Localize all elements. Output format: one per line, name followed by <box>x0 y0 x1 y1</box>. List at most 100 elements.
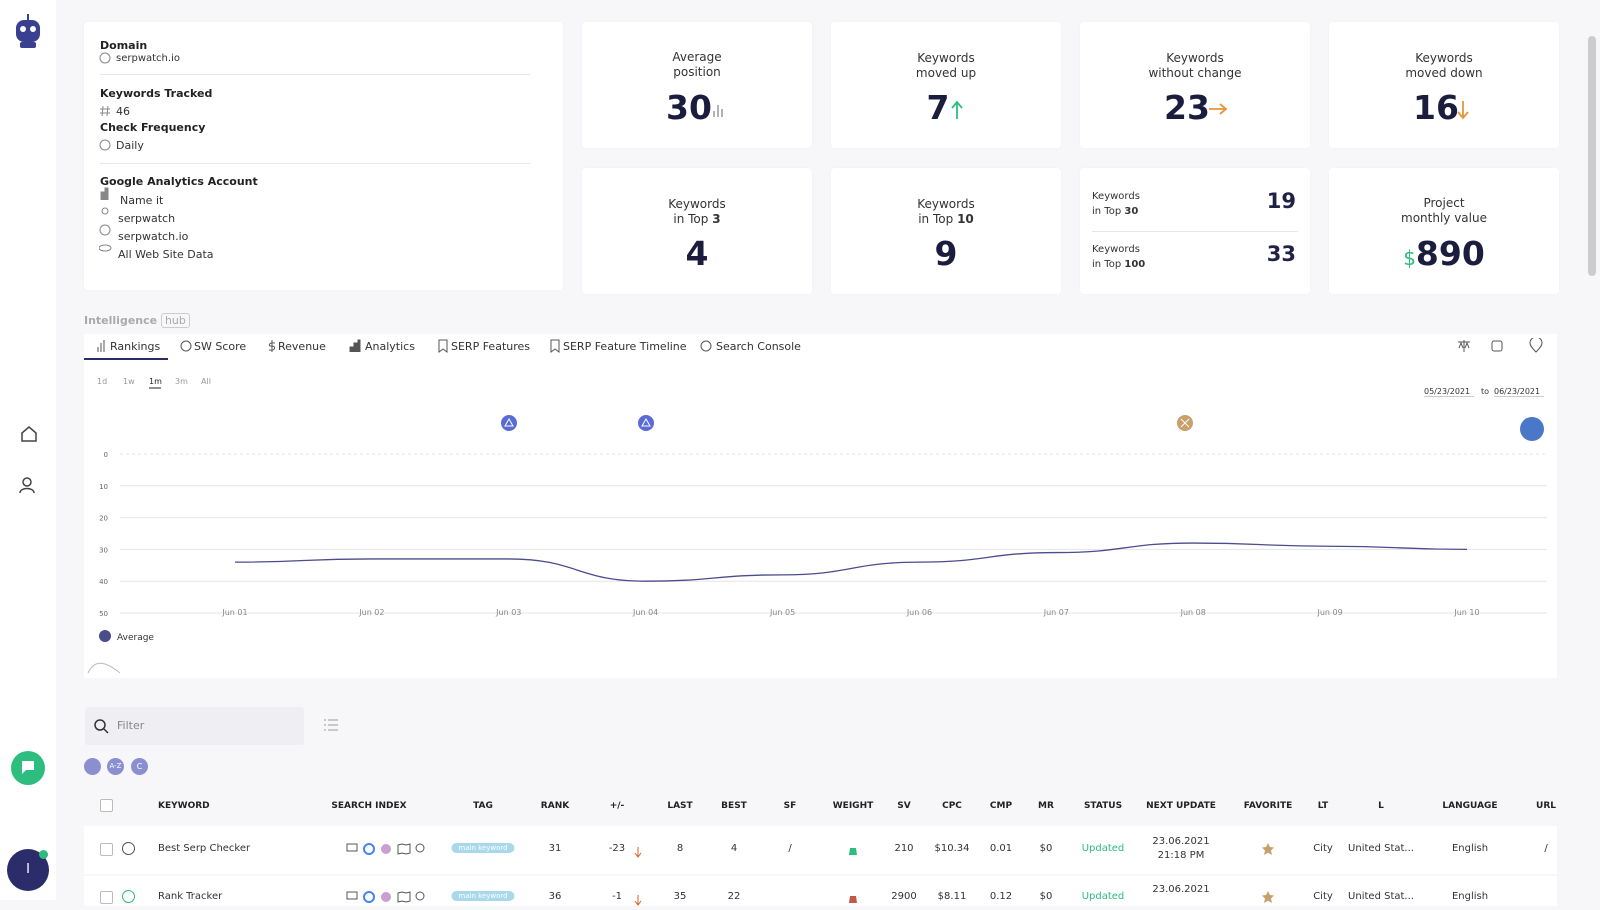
change-arrow <box>634 891 642 910</box>
tab[interactable]: SW Score <box>194 340 247 353</box>
range-button[interactable]: 1m <box>149 377 162 386</box>
right-arrow <box>1209 103 1228 115</box>
column-button[interactable]: C <box>131 758 148 775</box>
label: Google Analytics Account <box>100 175 258 188</box>
cell: 36 <box>548 891 562 902</box>
range-button[interactable]: 3m <box>175 377 188 386</box>
logo[interactable] <box>12 12 44 50</box>
column-header[interactable]: STATUS <box>1083 801 1123 811</box>
sort-button[interactable]: A-Z <box>107 758 124 775</box>
stat-label: Average position <box>582 50 812 80</box>
range-button[interactable]: All <box>201 377 211 386</box>
y-tick-label: 10 <box>99 483 108 491</box>
column-header[interactable]: KEYWORD <box>158 801 210 811</box>
column-header[interactable]: BEST <box>721 801 747 811</box>
stat-card: Keywords in Top 30 19 Keywords in Top 100 … <box>1080 168 1310 294</box>
tab[interactable]: Search Console <box>716 340 801 353</box>
cell: 31 <box>548 843 562 854</box>
scrollbar[interactable] <box>1588 36 1596 276</box>
text: 3 <box>712 212 721 226</box>
stat-label: Keywords moved down <box>1329 51 1559 81</box>
badge: hub <box>160 313 190 328</box>
column-header[interactable]: LT <box>1317 801 1329 811</box>
column-header[interactable]: MR <box>1038 801 1054 811</box>
tab[interactable]: Revenue <box>278 340 326 353</box>
cell: 23.06.2021 <box>1152 836 1210 847</box>
text: 100 <box>1124 259 1146 270</box>
x-tick-label: Jun 09 <box>1316 608 1342 617</box>
stat-value: 30 <box>666 88 712 127</box>
value: 46 <box>116 105 130 118</box>
column-header[interactable]: SF <box>783 801 797 811</box>
tab[interactable]: Analytics <box>365 340 415 353</box>
sidebar: I <box>0 0 56 900</box>
list-icon[interactable] <box>323 718 339 732</box>
event-markers[interactable] <box>501 415 1544 441</box>
toolbar-icons[interactable] <box>1456 338 1546 354</box>
minimap <box>87 662 121 674</box>
cell: United Stat... <box>1348 891 1414 902</box>
cell: $8.11 <box>937 891 967 902</box>
tab[interactable]: SERP Features <box>451 340 531 353</box>
column-header[interactable]: FAVORITE <box>1243 801 1293 811</box>
column-header[interactable]: RANK <box>540 801 570 811</box>
bars-icon <box>713 105 723 117</box>
column-header[interactable]: LANGUAGE <box>1442 801 1498 811</box>
x-tick-label: Jun 04 <box>632 608 658 617</box>
weight-icon <box>848 841 858 860</box>
column-header[interactable]: +/- <box>609 801 625 811</box>
favorite-star[interactable] <box>1261 889 1275 908</box>
legend-dot <box>99 630 111 642</box>
text: Keywords <box>917 51 975 65</box>
range-button[interactable]: 1d <box>97 377 107 386</box>
stat-card: Keywords moved down 16 <box>1329 22 1559 148</box>
column-header[interactable]: LAST <box>667 801 693 811</box>
column-header[interactable]: L <box>1378 801 1384 811</box>
label: Check Frequency <box>100 121 206 134</box>
column-header[interactable]: CPC <box>942 801 962 811</box>
chat-button[interactable] <box>10 750 46 786</box>
tab[interactable]: Rankings <box>110 340 161 353</box>
text: moved down <box>1405 66 1483 80</box>
column-header[interactable]: TAG <box>473 801 493 811</box>
cell: / <box>1544 843 1548 854</box>
users-icon[interactable] <box>19 476 39 494</box>
filter-input[interactable]: Filter <box>85 707 304 745</box>
stat-label: Keywords in Top 30 <box>1092 189 1140 219</box>
stat-value: 33 <box>1266 242 1296 266</box>
y-tick-label: 20 <box>99 515 108 523</box>
column-header[interactable]: URL <box>1536 801 1556 811</box>
text: Keywords <box>917 197 975 211</box>
cell: Best Serp Checker <box>158 843 251 854</box>
value: serpwatch.io <box>116 53 180 64</box>
column-header[interactable]: NEXT UPDATE <box>1146 801 1216 811</box>
tab[interactable]: SERP Feature Timeline <box>563 340 687 353</box>
cell: 8 <box>676 843 684 854</box>
column-header[interactable]: CMP <box>989 801 1013 811</box>
value: serpwatch.io <box>118 230 189 243</box>
number: 890 <box>1415 234 1485 273</box>
column-header[interactable]: SEARCH INDEX <box>331 801 407 811</box>
range-button[interactable]: 1w <box>123 377 135 386</box>
cell: 0.12 <box>989 891 1013 902</box>
y-tick-label: 40 <box>99 578 108 586</box>
column-header[interactable]: WEIGHT <box>832 801 874 811</box>
stat-value: 7 <box>926 88 950 127</box>
date-from[interactable]: 05/23/2021 <box>1424 387 1474 397</box>
divider <box>100 74 530 75</box>
value: Name it <box>120 194 164 207</box>
stat-value: $890 <box>1329 234 1559 273</box>
cell: United Stat... <box>1348 843 1414 854</box>
cell: $0 <box>1039 843 1053 854</box>
column-header[interactable]: SV <box>897 801 911 811</box>
cell: 35 <box>673 891 687 902</box>
edit-button[interactable] <box>84 758 101 775</box>
stat-card: Average position 30 <box>582 22 812 148</box>
currency: $ <box>1403 246 1416 270</box>
cell: 4 <box>730 843 738 854</box>
home-icon[interactable] <box>20 425 38 443</box>
text: in Top <box>673 212 709 226</box>
date-to[interactable]: 06/23/2021 <box>1494 387 1544 397</box>
text: position <box>673 65 721 79</box>
favorite-star[interactable] <box>1261 841 1275 860</box>
